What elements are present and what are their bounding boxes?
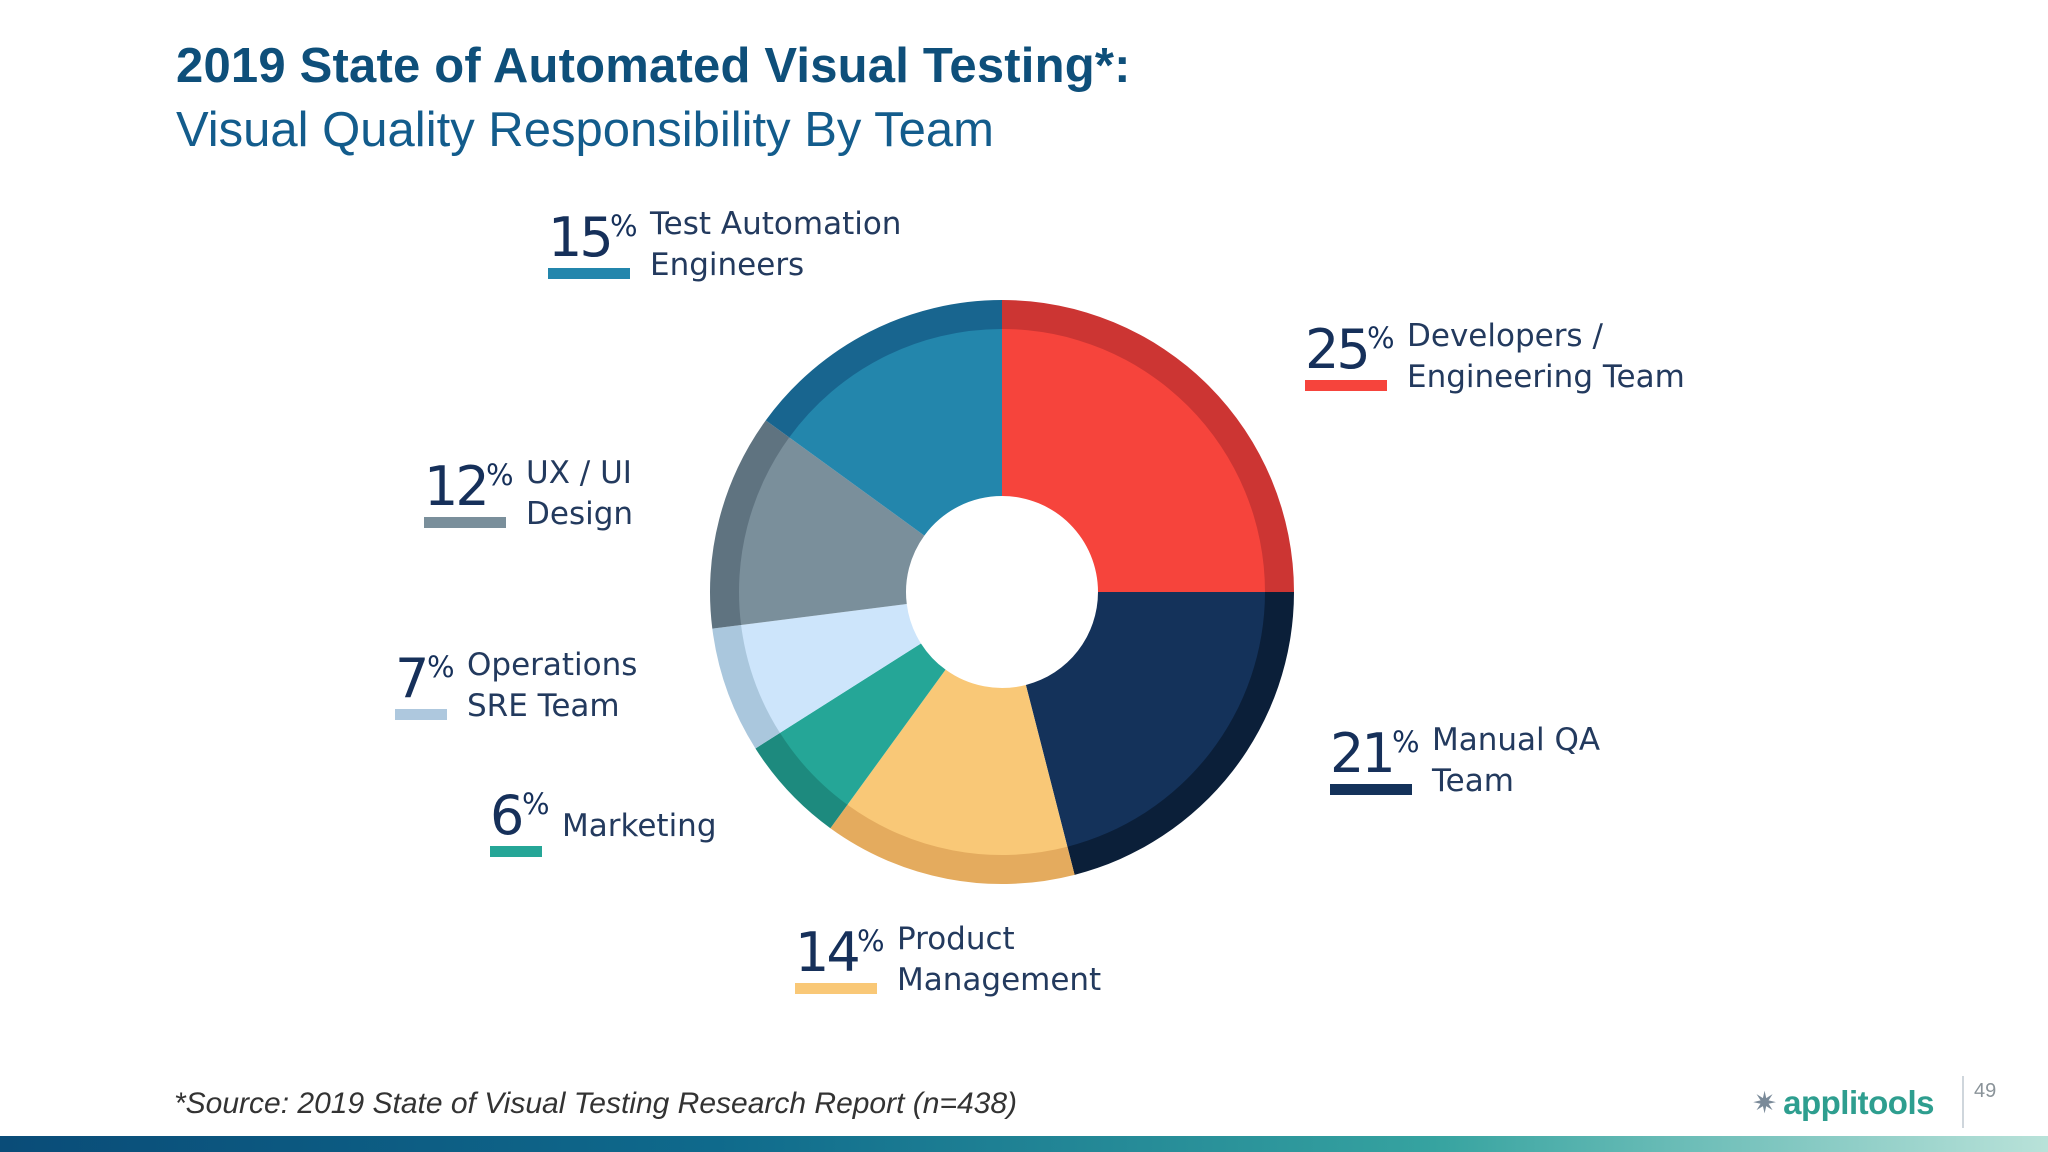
chart-labels: 25% Developers / Engineering Team 21% Manual… (395, 206, 1685, 998)
slice-color-bar (395, 709, 447, 720)
slice-category-label: Marketing (562, 808, 717, 844)
slice-category-label: Product (897, 921, 1015, 957)
slice-color-bar (795, 983, 877, 994)
slice-rim-operations-sre-team (712, 624, 781, 749)
percent-sign: % (486, 458, 514, 492)
percent-sign: % (1367, 321, 1395, 355)
slice-product-management (847, 669, 1068, 855)
slice-color-bar (490, 846, 542, 857)
slice-value: 12 (424, 455, 487, 518)
percent-sign: % (1392, 725, 1420, 759)
slide-title: 2019 State of Automated Visual Testing*: (176, 39, 1131, 93)
logo-text: applitools (1783, 1084, 1934, 1121)
slice-label-ux-ui-design: 12% UX / UI Design (424, 455, 633, 532)
slice-category-label: Management (897, 962, 1101, 998)
slice-rim-manual-qa-team (1067, 592, 1294, 875)
slice-value: 21 (1330, 722, 1393, 785)
slice-category-label: SRE Team (467, 688, 620, 724)
percent-sign: % (427, 650, 455, 684)
slide-subtitle: Visual Quality Responsibility By Team (176, 103, 994, 157)
slice-color-bar (548, 268, 630, 279)
slice-category-label: Design (526, 496, 633, 532)
source-note: *Source: 2019 State of Visual Testing Re… (174, 1087, 1018, 1120)
percent-sign: % (522, 787, 550, 821)
percent-sign: % (857, 924, 885, 958)
slice-rim-ux-ui-design (710, 420, 791, 629)
chart-slices (710, 300, 1294, 884)
slice-category-label: Team (1431, 763, 1514, 799)
slice-label-developers-engineering-team: 25% Developers / Engineering Team (1305, 318, 1685, 395)
bottom-gradient-bar (0, 1136, 2048, 1152)
slice-category-label: UX / UI (526, 455, 632, 491)
slice-value: 25 (1305, 318, 1368, 381)
slice-test-automation-engineers (789, 329, 1002, 536)
slice-category-label: Developers / (1407, 318, 1603, 354)
slice-value: 7 (395, 647, 426, 710)
percent-sign: % (610, 209, 638, 243)
slice-value: 6 (490, 784, 521, 847)
slice-label-test-automation-engineers: 15% Test Automation Engineers (548, 206, 901, 283)
slice-ux-ui-design (739, 437, 925, 625)
slice-label-manual-qa-team: 21% Manual QA Team (1330, 722, 1600, 799)
applitools-logo-icon: ✷ (1752, 1085, 1778, 1121)
slice-color-bar (1330, 784, 1412, 795)
slice-label-product-management: 14% Product Management (795, 921, 1101, 998)
slice-label-marketing: 6 % Marketing (490, 784, 717, 857)
slice-category-label: Operations (467, 647, 637, 683)
slice-developers-engineering-team (1002, 329, 1265, 592)
slice-marketing (779, 643, 946, 805)
footer-divider (1962, 1076, 1964, 1128)
slice-value: 15 (548, 206, 611, 269)
slice-rim-marketing (755, 732, 849, 829)
slice-category-label: Engineering Team (1407, 359, 1685, 395)
page-number: 49 (1974, 1080, 1997, 1102)
slice-label-operations-sre-team: 7% Operations SRE Team (395, 647, 637, 724)
slice-category-label: Test Automation (649, 206, 901, 242)
slice-color-bar (424, 517, 506, 528)
slice-category-label: Manual QA (1432, 722, 1600, 758)
slice-color-bar (1305, 380, 1387, 391)
applitools-logo: ✷ applitools (1752, 1083, 1934, 1123)
slice-rim-product-management (830, 803, 1075, 884)
slice-operations-sre-team (741, 604, 921, 733)
slice-value: 14 (795, 921, 858, 984)
slice-manual-qa-team (1025, 592, 1265, 847)
slice-rim-test-automation-engineers (765, 300, 1002, 439)
slice-rim-developers-engineering-team (1002, 300, 1294, 592)
slice-category-label: Engineers (650, 247, 804, 283)
